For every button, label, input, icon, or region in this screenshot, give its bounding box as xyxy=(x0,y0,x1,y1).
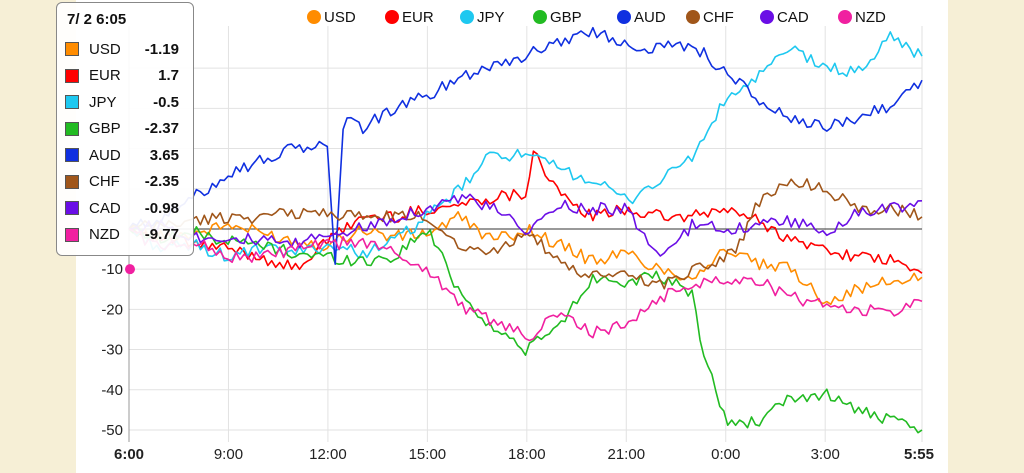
tooltip-row-gbp: GBP -2.37 xyxy=(65,116,183,143)
tooltip-series-value: -2.37 xyxy=(144,120,179,138)
nzd-start-marker xyxy=(125,264,135,275)
series-line-jpy xyxy=(128,31,923,262)
legend-label-cad[interactable]: CAD xyxy=(777,9,809,26)
tooltip-series-value: 1.7 xyxy=(158,67,179,85)
tooltip-row-aud: AUD 3.65 xyxy=(65,142,183,169)
tooltip-swatch xyxy=(65,174,79,189)
tooltip-row-nzd: NZD -9.77 xyxy=(65,222,183,249)
tooltip-swatch xyxy=(65,148,79,163)
tooltip-row-eur: EUR 1.7 xyxy=(65,63,183,90)
tooltip-series-name: GBP xyxy=(89,120,121,138)
y-tick-label: -20 xyxy=(101,301,123,318)
legend-label-eur[interactable]: EUR xyxy=(402,9,434,26)
tooltip-series-name: CAD xyxy=(89,199,121,217)
tooltip-series-value: 3.65 xyxy=(149,146,179,164)
series-line-aud xyxy=(128,26,923,265)
legend-label-aud[interactable]: AUD xyxy=(634,9,666,26)
legend-marker-usd[interactable] xyxy=(307,10,321,24)
legend-label-chf[interactable]: CHF xyxy=(703,9,734,26)
series-line-nzd xyxy=(128,228,923,342)
legend-label-gbp[interactable]: GBP xyxy=(550,9,582,26)
tooltip-series-value: -2.35 xyxy=(144,173,179,191)
legend-marker-eur[interactable] xyxy=(385,10,399,24)
y-tick-label: -30 xyxy=(101,342,123,359)
legend-marker-chf[interactable] xyxy=(686,10,700,24)
x-tick-label: 0:00 xyxy=(711,446,740,463)
legend-marker-jpy[interactable] xyxy=(460,10,474,24)
legend-label-nzd[interactable]: NZD xyxy=(855,9,886,26)
tooltip-swatch xyxy=(65,227,79,242)
tooltip-title: 7/ 2 6:05 xyxy=(67,11,127,28)
tooltip-series-name: JPY xyxy=(89,93,117,111)
series-line-chf xyxy=(128,178,923,290)
x-tick-label: 21:00 xyxy=(608,446,646,463)
tooltip-swatch xyxy=(65,121,79,136)
tooltip-series-name: NZD xyxy=(89,226,120,244)
tooltip-swatch xyxy=(65,95,79,110)
legend-label-jpy[interactable]: JPY xyxy=(477,9,505,26)
line-chart: 6:00 9:00 12:00 15:00 18:00 21:00 0:00 3:00 5:55… xyxy=(101,9,934,463)
y-tick-label: -40 xyxy=(101,382,123,399)
series-line-eur xyxy=(128,150,923,274)
tooltip-series-value: -1.19 xyxy=(144,40,179,58)
tooltip-rows: USD -1.19 EUR 1.7 JPY -0.5 GBP -2.37 AUD 3.65 CHF -… xyxy=(65,36,183,248)
y-tick-label: -50 xyxy=(101,422,123,439)
tooltip-series-name: USD xyxy=(89,40,121,58)
series-line-cad xyxy=(128,193,923,257)
series-line-usd xyxy=(128,211,923,306)
x-tick-label: 3:00 xyxy=(811,446,840,463)
tooltip-swatch xyxy=(65,201,79,216)
tooltip-row-usd: USD -1.19 xyxy=(65,36,183,63)
legend-marker-nzd[interactable] xyxy=(838,10,852,24)
tooltip-swatch xyxy=(65,68,79,83)
tooltip-row-jpy: JPY -0.5 xyxy=(65,89,183,116)
x-tick-label: 9:00 xyxy=(214,446,243,463)
x-tick-label: 15:00 xyxy=(409,446,447,463)
tooltip-row-chf: CHF -2.35 xyxy=(65,169,183,196)
tooltip-series-value: -0.98 xyxy=(144,199,179,217)
tooltip-series-name: AUD xyxy=(89,146,121,164)
x-tick-label: 12:00 xyxy=(309,446,347,463)
tooltip-series-value: -9.77 xyxy=(144,226,179,244)
tooltip-swatch xyxy=(65,42,79,57)
x-tick-label: 5:55 xyxy=(904,446,934,463)
legend-marker-gbp[interactable] xyxy=(533,10,547,24)
y-tick-label: -10 xyxy=(101,261,123,278)
x-tick-label: 18:00 xyxy=(508,446,546,463)
legend-marker-cad[interactable] xyxy=(760,10,774,24)
tooltip-row-cad: CAD -0.98 xyxy=(65,195,183,222)
series-line-gbp xyxy=(128,224,923,434)
tooltip-series-name: EUR xyxy=(89,67,121,85)
chart-panel: 6:00 9:00 12:00 15:00 18:00 21:00 0:00 3:00 5:55… xyxy=(76,0,948,473)
tooltip: 7/ 2 6:05 USD -1.19 EUR 1.7 JPY -0.5 GBP -2.37 A… xyxy=(56,2,194,256)
x-tick-label: 6:00 xyxy=(114,446,144,463)
legend-marker-aud[interactable] xyxy=(617,10,631,24)
tooltip-series-value: -0.5 xyxy=(153,93,179,111)
tooltip-series-name: CHF xyxy=(89,173,120,191)
legend-label-usd[interactable]: USD xyxy=(324,9,356,26)
